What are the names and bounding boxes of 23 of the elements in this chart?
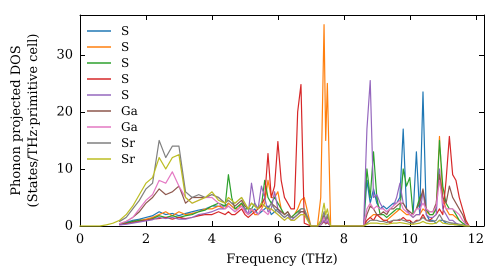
y-tick-label: 10 [56, 161, 73, 176]
x-tick-label: 10 [402, 232, 418, 247]
legend-label: S [121, 88, 130, 102]
x-tick-label: 12 [467, 232, 484, 247]
legend-label: Sr [121, 136, 136, 150]
legend-label: S [121, 56, 130, 70]
x-tick-label: 8 [340, 232, 348, 247]
y-tick-label: 0 [64, 218, 73, 234]
legend-label: S [121, 40, 130, 54]
x-tick-label: 0 [76, 232, 84, 247]
y-tick-label: 30 [56, 47, 73, 62]
y-tick-label: 20 [56, 104, 73, 120]
legend-label: S [121, 72, 130, 86]
x-axis-title: Frequency (THz) [226, 252, 338, 267]
y-axis-title: Phonon projected DOS (States/THz·primitive cell) [9, 33, 41, 208]
legend-label: Sr [121, 152, 136, 166]
legend-label: Ga [121, 120, 138, 134]
legend-label: S [121, 24, 130, 38]
line-series [79, 154, 470, 227]
x-tick-label: 6 [274, 232, 282, 247]
legend-label: Ga [121, 104, 138, 118]
x-tick-label: 4 [208, 232, 216, 247]
x-tick-label: 2 [142, 232, 150, 247]
